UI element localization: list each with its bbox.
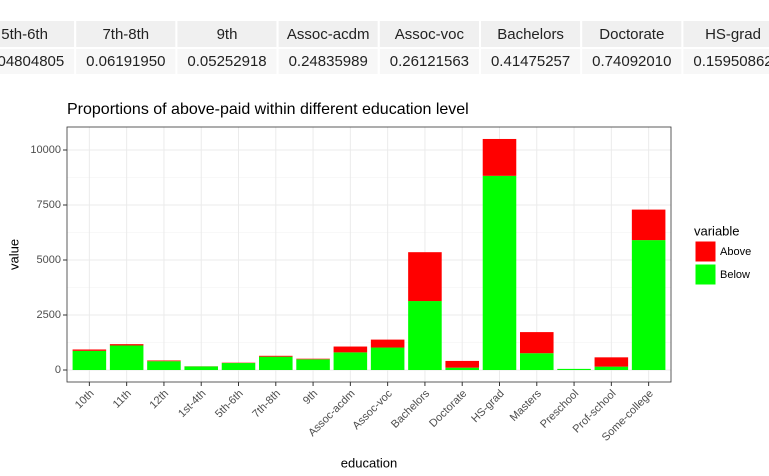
bar-segment <box>445 367 479 371</box>
plot-bg <box>67 127 671 382</box>
bar-segment <box>221 363 256 371</box>
bar-segment <box>557 368 591 371</box>
header-text: Bachelors <box>497 26 564 43</box>
header-text: Assoc-voc <box>395 26 465 43</box>
header-cell <box>681 19 769 49</box>
x-axis-label: education <box>341 455 397 470</box>
y-tick-label: 7500 <box>37 199 61 211</box>
bar-segment <box>184 366 218 371</box>
cell-text: 0.04804805 <box>0 53 64 70</box>
cell-text: 0.15950862 <box>693 53 769 70</box>
bar-segment <box>482 175 517 371</box>
legend-key <box>694 263 717 286</box>
bar-segment <box>520 332 554 354</box>
bar-segment <box>333 352 368 371</box>
bar-segment <box>296 359 330 371</box>
plot-border <box>66 126 672 383</box>
cell-text: 0.24835989 <box>289 53 368 70</box>
table-cell <box>276 47 380 76</box>
x-tick-label: 7th-8th <box>250 388 283 421</box>
bar-segment <box>72 349 107 351</box>
bar-segment <box>482 138 517 176</box>
bar-segment <box>109 345 144 371</box>
x-tick-label: 10th <box>73 388 97 412</box>
bar-segment <box>594 357 629 367</box>
bar-segment <box>631 240 666 371</box>
table-cell <box>74 47 178 76</box>
header-cell <box>276 19 380 49</box>
legend-label: Below <box>720 269 750 281</box>
bar-segment <box>370 347 405 371</box>
bar-segment <box>72 350 107 371</box>
bar-segment <box>333 346 368 353</box>
header-text: 9th <box>217 26 238 43</box>
cell-text: 0.05252918 <box>187 53 266 70</box>
table-cell <box>377 47 481 76</box>
bar-segment <box>408 301 442 371</box>
bar-segment <box>520 353 554 371</box>
header-text: 5th-6th <box>1 26 48 43</box>
x-tick-label: Masters <box>508 387 544 423</box>
cell-text: 0.74092010 <box>592 53 671 70</box>
cell-text: 0.06191950 <box>86 53 165 70</box>
bar-segment <box>594 366 629 371</box>
x-tick-label: 12th <box>147 388 171 412</box>
bar-segment <box>408 252 442 302</box>
header-text: Assoc-acdm <box>287 26 370 43</box>
x-tick-label: Bachelors <box>389 387 432 430</box>
header-cell <box>74 19 178 49</box>
bar-segment <box>147 360 181 362</box>
x-tick-label: 11th <box>111 388 134 411</box>
x-tick-label: HS-grad <box>469 388 506 425</box>
bar-segment <box>445 360 479 368</box>
bar-segment <box>370 339 405 348</box>
cell-text: 0.41475257 <box>491 53 570 70</box>
header-text: 7th-8th <box>102 26 149 43</box>
bar-segment <box>259 356 293 371</box>
cell-text: 0.26121563 <box>390 53 469 70</box>
table-cell <box>479 47 583 76</box>
legend-key <box>694 240 717 263</box>
y-tick-label: 0 <box>55 364 61 376</box>
bar-segment <box>296 358 330 360</box>
bar-segment <box>109 344 144 346</box>
x-tick-label: Assoc-voc <box>350 387 395 432</box>
x-tick-label: 9th <box>301 388 320 407</box>
x-tick-label: 5th-6th <box>213 388 246 421</box>
bar-segment <box>631 209 666 241</box>
y-tick-label: 2500 <box>37 309 61 321</box>
table-cell <box>681 47 769 76</box>
x-tick-label: Doctorate <box>427 388 469 430</box>
y-tick-label: 10000 <box>30 144 61 156</box>
bar-segment <box>259 355 293 357</box>
bar-segment <box>147 361 181 371</box>
header-text: Doctorate <box>599 26 664 43</box>
y-axis-label: value <box>6 239 21 270</box>
chart-title: Proportions of above-paid within differe… <box>67 101 469 118</box>
x-tick-label: 1st-4th <box>176 388 208 420</box>
header-cell <box>580 19 684 49</box>
legend-label: Above <box>720 246 751 258</box>
y-tick-label: 5000 <box>37 254 61 266</box>
legend-title: variable <box>694 223 740 238</box>
header-text: HS-grad <box>705 26 761 43</box>
